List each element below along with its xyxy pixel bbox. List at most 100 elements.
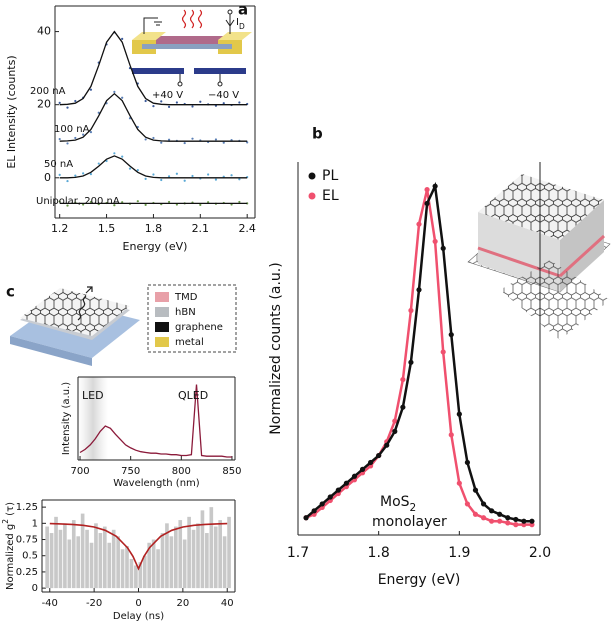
data-point [424,200,430,207]
chart-0: 1.2 1.5 1.8 2.1 2.4 0 20 40 Energy (eV) [37,5,256,253]
data-point [89,200,93,204]
data-point [497,518,503,524]
annotation: Unipolar, 200 nA [36,196,120,207]
data-point [191,137,194,140]
data-point [497,511,503,517]
y-tick-label: 1 [32,518,38,529]
x-tick-label: 1.7 [287,545,309,561]
y-axis-label: Normalized g2 (τ) [1,502,17,590]
histogram-bar [209,507,214,589]
x-tick-label: 750 [121,466,140,477]
data-point [97,111,100,114]
data-point [121,37,124,40]
annotation-part: Unipolar, 200 nA [36,196,120,207]
legend-swatch [155,307,169,317]
data-point [432,238,438,245]
data-point [222,102,225,105]
data-point [128,167,132,170]
histogram-bar [58,529,63,589]
data-point [359,466,366,472]
x-axis-label: Delay (ns) [113,611,164,622]
data-point [89,131,93,134]
data-point [408,359,414,365]
data-point [74,174,77,177]
histogram-bar [63,523,67,589]
data-point [113,90,116,93]
x-tick-label: 2.0 [529,545,551,561]
histogram-bar [169,536,174,589]
data-point [82,133,85,136]
histogram-bar [200,510,205,589]
data-point [144,203,147,206]
histogram-bar [116,536,120,589]
y-tick-label: 0.75 [16,535,38,546]
histogram-bar [205,533,209,589]
data-point [66,179,69,183]
data-point [456,480,462,486]
annotation: +40 V [152,90,183,101]
annotation-part: MoS [380,494,410,510]
annotation-part: monolayer [372,514,447,530]
x-axis-label: Energy (eV) [123,240,188,253]
data-point [191,174,194,178]
heterostructure-schematic [467,174,611,340]
data-point [136,200,139,203]
legend-label: metal [175,337,204,348]
annotation-part: I [236,17,239,28]
data-point [183,179,186,182]
annotation: monolayer [372,514,447,530]
data-point [238,101,241,104]
histogram-bar [147,542,152,589]
annotation: ID [236,17,245,31]
data-point [58,200,61,203]
data-point [440,245,446,251]
data-point [66,204,69,207]
data-point [175,101,178,104]
legend-marker [308,192,316,200]
data-point [144,177,147,180]
series-line [59,30,248,106]
histogram-bar [54,516,58,589]
data-point [191,105,194,108]
data-point [384,442,390,448]
histogram-bar [129,558,134,589]
legend-label: TMD [174,292,198,303]
annotation-sub: 2 [410,502,417,514]
chart-2: 700 750 800 850 Wavelength (nm) [70,376,242,489]
y-tick-label: 0 [44,171,51,184]
data-point [121,155,124,158]
data-point [368,459,374,466]
data-point [89,88,93,91]
data-point [199,100,202,103]
annotation-part: −40 V [208,90,239,101]
x-tick-label: 1.2 [51,222,69,235]
y-axis-label: Intensity (a.u.) [61,382,72,455]
legend-label: PL [322,168,338,184]
x-tick-label: 700 [70,466,89,477]
led-band [78,377,108,460]
y-tick-label: 0.5 [22,551,38,562]
data-point [121,96,124,99]
data-point [513,522,519,528]
y-tick-label: 1.25 [16,502,38,513]
histogram-bar [134,565,138,589]
data-point [66,106,69,109]
x-tick-label: 0 [135,598,141,609]
data-point [327,494,333,500]
data-point [408,307,414,314]
data-point [199,203,202,206]
histogram-bar [165,523,169,589]
data-point [167,175,171,178]
data-point [472,511,479,517]
annotation: 50 nA [44,159,73,170]
data-point [113,204,116,207]
series-line [49,522,228,571]
data-point [152,105,155,108]
histogram-bar [76,536,81,589]
histogram-bar [222,536,227,589]
data-point [89,173,93,176]
annotation-part: LED [82,389,104,402]
y-axis-label: Normalized counts (a.u.) [268,262,284,434]
data-point [416,221,422,227]
